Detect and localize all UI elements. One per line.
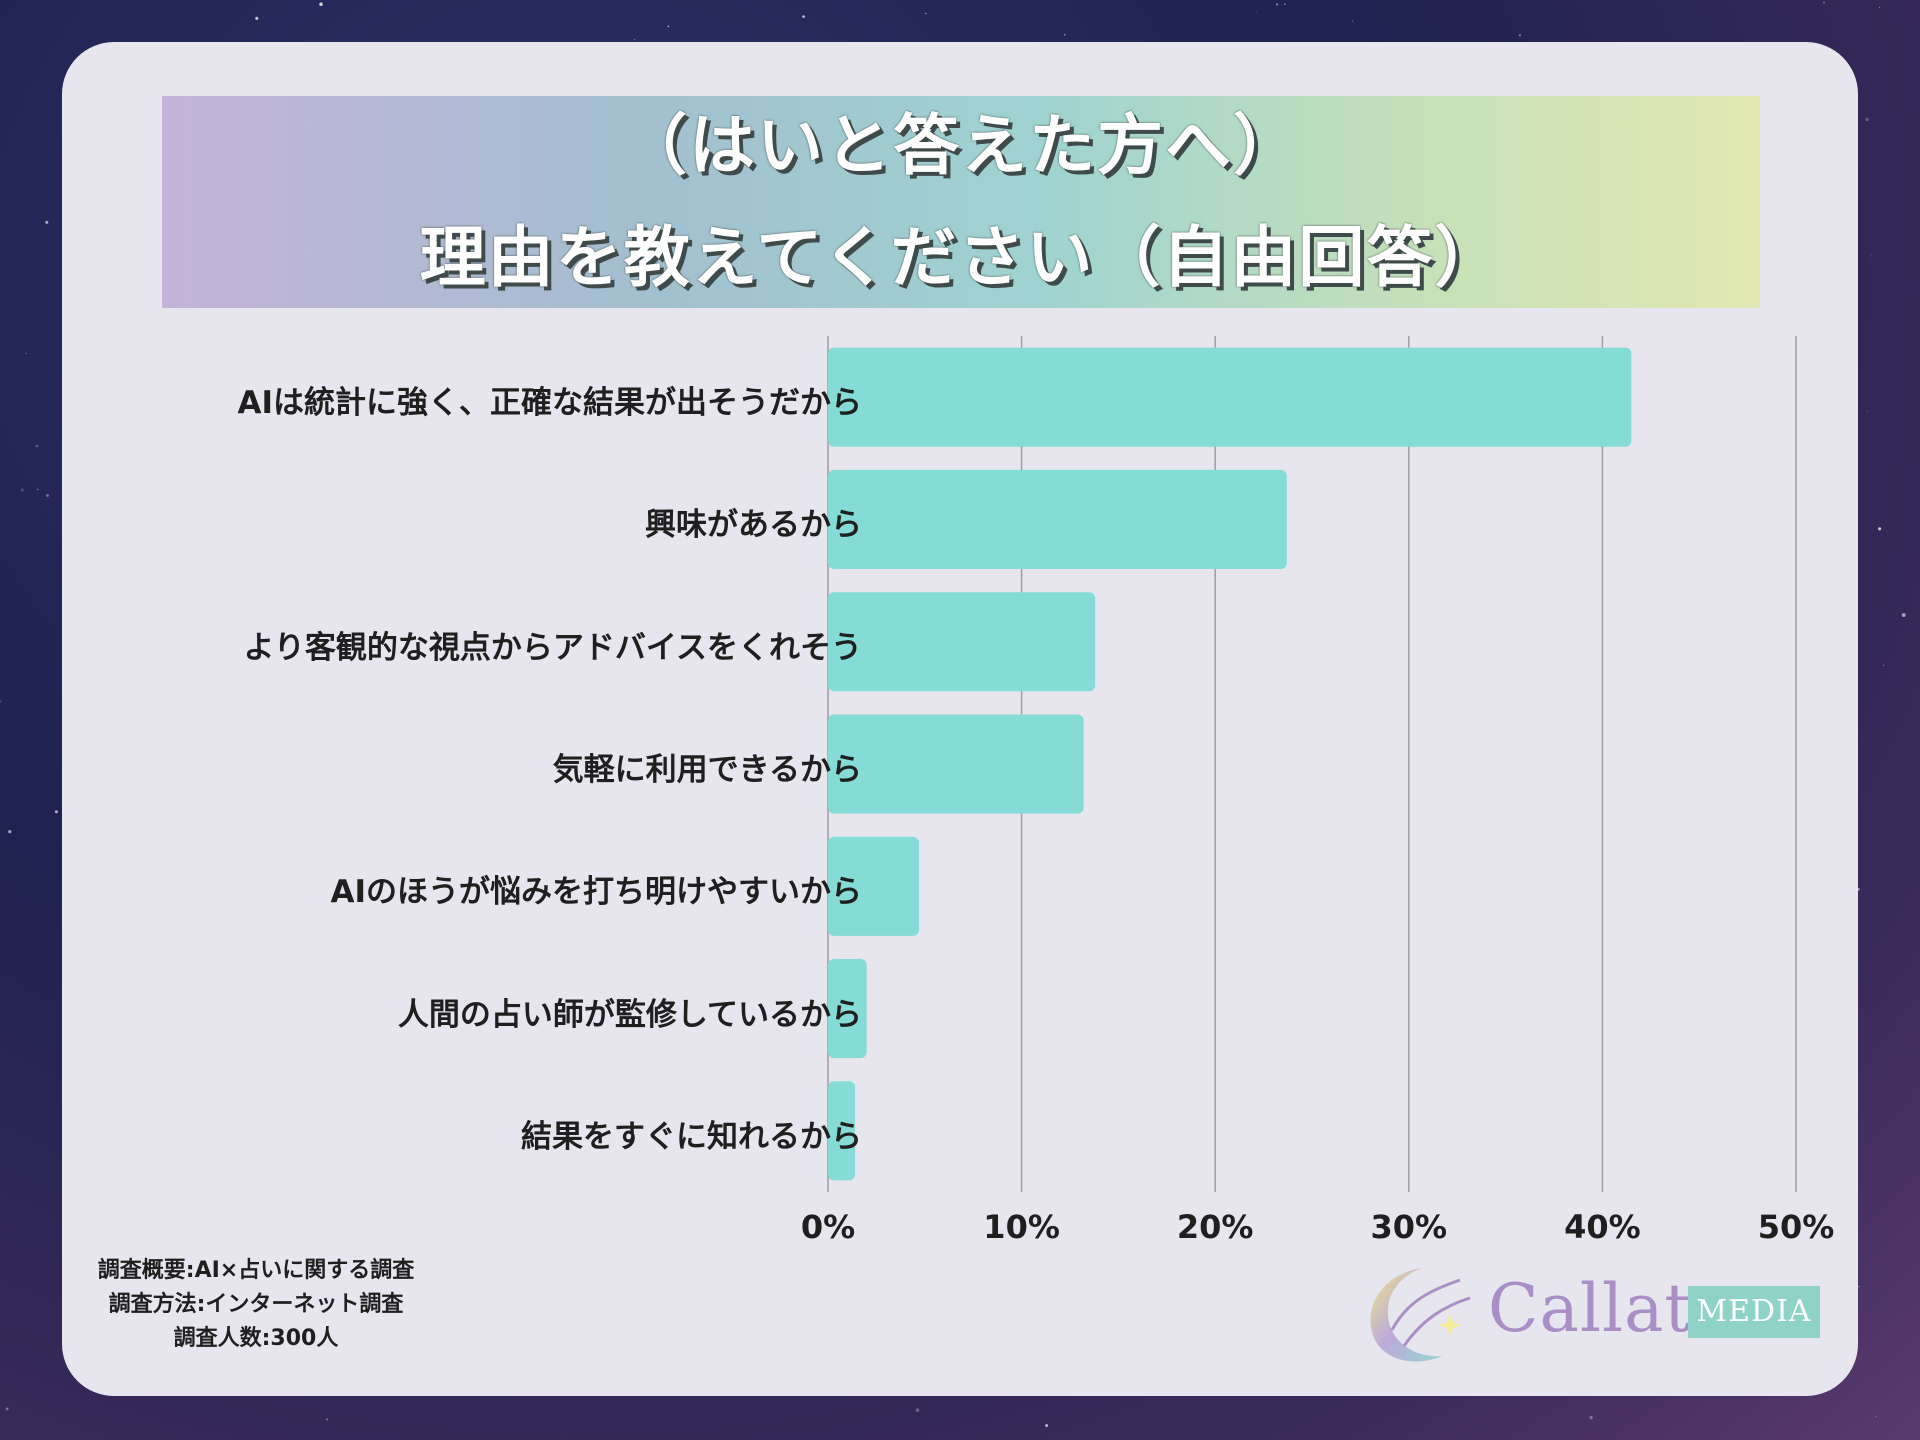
bar — [828, 1081, 856, 1181]
x-tick-label: 10% — [983, 1208, 1060, 1246]
bar — [828, 959, 867, 1059]
bar — [828, 347, 1632, 447]
category-label: 結果をすぐに知れるから — [521, 1118, 862, 1155]
category-label: 気軽に利用できるから — [552, 752, 862, 788]
category-label: 興味があるから — [645, 507, 862, 544]
x-tick-label: 20% — [1176, 1208, 1254, 1246]
title-line-1: （はいと答えた方へ） — [621, 107, 1301, 184]
bar — [828, 836, 919, 936]
category-label: AIのほうが悩みを打ち明けやすいから — [330, 874, 862, 911]
category-label: AIは統計に強く、正確な結果が出そうだから — [237, 385, 862, 422]
footnote-line-3: 調査人数:300人 — [173, 1326, 339, 1351]
footnote-line-1: 調査概要:AI×占いに関する調査 — [97, 1258, 415, 1283]
x-tick-label: 0% — [800, 1208, 856, 1246]
chart-card: （はいと答えた方へ） 理由を教えてください（自由回答） AIは統計に強く、正確な… — [62, 42, 1858, 1396]
callat-media-logo: Callat MEDIA — [1352, 1260, 1832, 1370]
x-tick-label: 30% — [1370, 1208, 1448, 1246]
title-banner: （はいと答えた方へ） 理由を教えてください（自由回答） — [162, 96, 1760, 308]
x-tick-label: 40% — [1564, 1208, 1641, 1246]
category-labels: AIは統計に強く、正確な結果が出そうだから興味があるからより客観的な視点からアド… — [102, 42, 862, 1396]
logo-badge: MEDIA — [1688, 1286, 1820, 1338]
bar-chart — [827, 336, 1797, 1192]
bar — [828, 714, 1084, 814]
logo-name: Callat — [1488, 1270, 1692, 1347]
footnote-line-2: 調査方法:インターネット調査 — [108, 1292, 404, 1317]
crescent-moon-icon — [1370, 1268, 1471, 1362]
bar — [828, 469, 1287, 569]
bar — [828, 592, 1096, 692]
title-line-2: 理由を教えてください（自由回答） — [419, 219, 1503, 296]
category-label: 人間の占い師が監修しているから — [397, 996, 862, 1033]
survey-footnote: 調査概要:AI×占いに関する調査 調査方法:インターネット調査 調査人数:300… — [86, 1254, 426, 1356]
category-label: より客観的な視点からアドバイスをくれそう — [243, 629, 862, 666]
x-tick-label: 50% — [1757, 1208, 1835, 1246]
